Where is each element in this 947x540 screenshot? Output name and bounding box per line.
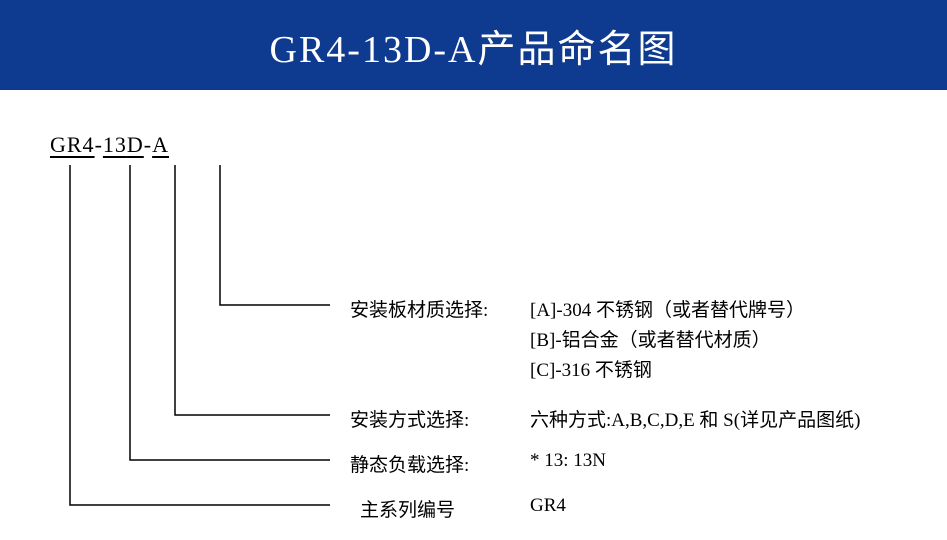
title-text: GR4-13D-A产品命名图 — [270, 18, 678, 73]
diagram-area: GR4-13 D-A 安装板材质选择: [A]-304 不锈钢（或者替代牌号） … — [0, 90, 947, 540]
value-load: * 13: 13N — [530, 450, 606, 472]
value-series: GR4 — [530, 495, 566, 517]
title-banner: GR4-13D-A产品命名图 — [0, 0, 947, 90]
label-load: 静态负载选择: — [350, 450, 469, 477]
value-material-b: [B]-铝合金（或者替代材质） — [530, 325, 771, 352]
label-mount: 安装方式选择: — [350, 405, 469, 432]
label-material: 安装板材质选择: — [350, 295, 488, 322]
label-series: 主系列编号 — [360, 495, 455, 522]
value-mount: 六种方式:A,B,C,D,E 和 S(详见产品图纸) — [530, 405, 860, 432]
value-material-a: [A]-304 不锈钢（或者替代牌号） — [530, 295, 805, 322]
value-material-c: [C]-316 不锈钢 — [530, 355, 652, 382]
